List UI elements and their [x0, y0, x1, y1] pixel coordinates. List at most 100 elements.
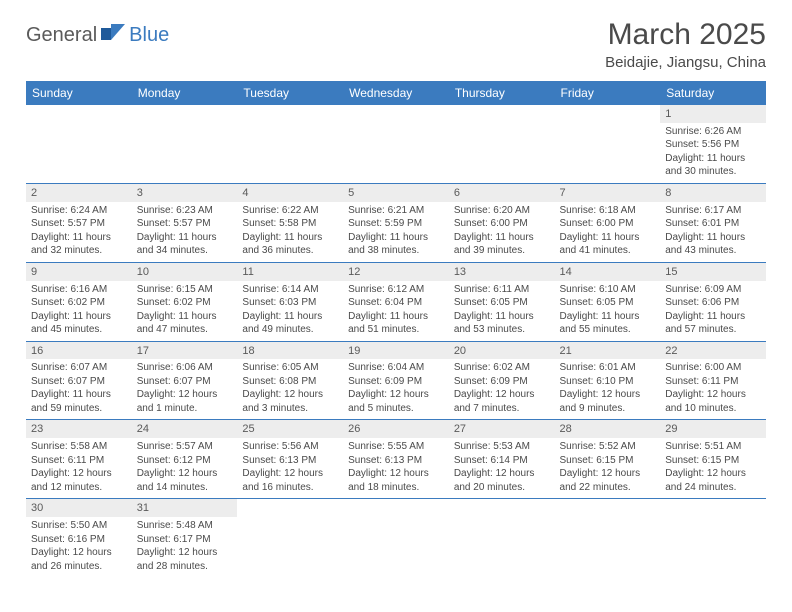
calendar-week-row: 9Sunrise: 6:16 AMSunset: 6:02 PMDaylight…	[26, 262, 766, 341]
daylight-line: Daylight: 11 hours and 39 minutes.	[454, 231, 550, 258]
day-number: 2	[26, 184, 132, 202]
calendar-day-cell: 15 Sunrise: 6:09 AMSunset: 6:06 PMDayligh…	[660, 262, 766, 341]
day-number: 1	[660, 105, 766, 123]
calendar-day-cell: 11Sunrise: 6:14 AMSunset: 6:03 PMDayligh…	[237, 262, 343, 341]
calendar-day-cell: 18Sunrise: 6:05 AMSunset: 6:08 PMDayligh…	[237, 341, 343, 420]
sunrise-line: Sunrise: 6:04 AM	[348, 361, 444, 375]
calendar-day-cell: 5Sunrise: 6:21 AMSunset: 5:59 PMDaylight…	[343, 183, 449, 262]
sunrise-line: Sunrise: 6:05 AM	[242, 361, 338, 375]
day-number: 15	[660, 263, 766, 281]
sunrise-line: Sunrise: 5:52 AM	[560, 440, 656, 454]
sunset-line: Sunset: 6:06 PM	[665, 296, 761, 310]
logo-flag-icon	[101, 24, 127, 47]
calendar-day-cell: 23Sunrise: 5:58 AMSunset: 6:11 PMDayligh…	[26, 420, 132, 499]
sunset-line: Sunset: 6:17 PM	[137, 533, 233, 547]
sunrise-line: Sunrise: 6:09 AM	[665, 283, 761, 297]
logo: General Blue	[26, 18, 169, 47]
sunset-line: Sunset: 6:08 PM	[242, 375, 338, 389]
calendar-day-cell: 21Sunrise: 6:01 AMSunset: 6:10 PMDayligh…	[555, 341, 661, 420]
sunset-line: Sunset: 6:04 PM	[348, 296, 444, 310]
daylight-line: Daylight: 12 hours and 22 minutes.	[560, 467, 656, 494]
weekday-header: Sunday	[26, 81, 132, 105]
day-number: 25	[237, 420, 343, 438]
calendar-empty-cell	[343, 499, 449, 577]
daylight-line: Daylight: 12 hours and 24 minutes.	[665, 467, 761, 494]
sunset-line: Sunset: 6:02 PM	[137, 296, 233, 310]
day-number: 22	[660, 342, 766, 360]
calendar-empty-cell	[343, 105, 449, 183]
day-number: 20	[449, 342, 555, 360]
calendar-day-cell: 2Sunrise: 6:24 AMSunset: 5:57 PMDaylight…	[26, 183, 132, 262]
calendar-day-cell: 12Sunrise: 6:12 AMSunset: 6:04 PMDayligh…	[343, 262, 449, 341]
day-number: 12	[343, 263, 449, 281]
calendar-day-cell: 7Sunrise: 6:18 AMSunset: 6:00 PMDaylight…	[555, 183, 661, 262]
sunset-line: Sunset: 6:00 PM	[560, 217, 656, 231]
sunset-line: Sunset: 6:11 PM	[665, 375, 761, 389]
sunset-line: Sunset: 5:59 PM	[348, 217, 444, 231]
calendar-day-cell: 27Sunrise: 5:53 AMSunset: 6:14 PMDayligh…	[449, 420, 555, 499]
calendar-day-cell: 14Sunrise: 6:10 AMSunset: 6:05 PMDayligh…	[555, 262, 661, 341]
calendar-empty-cell	[555, 499, 661, 577]
sunrise-line: Sunrise: 5:57 AM	[137, 440, 233, 454]
sunset-line: Sunset: 6:15 PM	[665, 454, 761, 468]
day-number: 24	[132, 420, 238, 438]
sunrise-line: Sunrise: 6:02 AM	[454, 361, 550, 375]
day-number: 16	[26, 342, 132, 360]
calendar-day-cell: 30Sunrise: 5:50 AMSunset: 6:16 PMDayligh…	[26, 499, 132, 577]
calendar-day-cell: 4Sunrise: 6:22 AMSunset: 5:58 PMDaylight…	[237, 183, 343, 262]
calendar-table: SundayMondayTuesdayWednesdayThursdayFrid…	[26, 81, 766, 577]
daylight-line: Daylight: 12 hours and 9 minutes.	[560, 388, 656, 415]
sunrise-line: Sunrise: 6:15 AM	[137, 283, 233, 297]
day-number: 18	[237, 342, 343, 360]
day-number: 17	[132, 342, 238, 360]
day-number: 4	[237, 184, 343, 202]
calendar-day-cell: 20Sunrise: 6:02 AMSunset: 6:09 PMDayligh…	[449, 341, 555, 420]
logo-text-general: General	[26, 24, 97, 47]
sunset-line: Sunset: 6:10 PM	[560, 375, 656, 389]
calendar-day-cell: 26Sunrise: 5:55 AMSunset: 6:13 PMDayligh…	[343, 420, 449, 499]
daylight-line: Daylight: 11 hours and 34 minutes.	[137, 231, 233, 258]
weekday-header-row: SundayMondayTuesdayWednesdayThursdayFrid…	[26, 81, 766, 105]
calendar-day-cell: 19Sunrise: 6:04 AMSunset: 6:09 PMDayligh…	[343, 341, 449, 420]
calendar-day-cell: 28Sunrise: 5:52 AMSunset: 6:15 PMDayligh…	[555, 420, 661, 499]
daylight-line: Daylight: 12 hours and 14 minutes.	[137, 467, 233, 494]
sunrise-line: Sunrise: 6:18 AM	[560, 204, 656, 218]
sunset-line: Sunset: 6:11 PM	[31, 454, 127, 468]
sunset-line: Sunset: 5:57 PM	[137, 217, 233, 231]
sunset-line: Sunset: 6:13 PM	[348, 454, 444, 468]
weekday-header: Thursday	[449, 81, 555, 105]
day-number: 14	[555, 263, 661, 281]
day-number: 8	[660, 184, 766, 202]
sunset-line: Sunset: 6:16 PM	[31, 533, 127, 547]
day-number: 3	[132, 184, 238, 202]
daylight-line: Daylight: 12 hours and 5 minutes.	[348, 388, 444, 415]
day-number: 21	[555, 342, 661, 360]
sunrise-line: Sunrise: 6:07 AM	[31, 361, 127, 375]
day-number: 9	[26, 263, 132, 281]
calendar-day-cell: 8Sunrise: 6:17 AMSunset: 6:01 PMDaylight…	[660, 183, 766, 262]
weekday-header: Monday	[132, 81, 238, 105]
sunset-line: Sunset: 6:07 PM	[31, 375, 127, 389]
calendar-week-row: 1Sunrise: 6:26 AMSunset: 5:56 PMDaylight…	[26, 105, 766, 183]
sunset-line: Sunset: 6:09 PM	[348, 375, 444, 389]
daylight-line: Daylight: 11 hours and 47 minutes.	[137, 310, 233, 337]
daylight-line: Daylight: 11 hours and 36 minutes.	[242, 231, 338, 258]
calendar-empty-cell	[237, 105, 343, 183]
day-number: 31	[132, 499, 238, 517]
calendar-week-row: 30Sunrise: 5:50 AMSunset: 6:16 PMDayligh…	[26, 499, 766, 577]
daylight-line: Daylight: 11 hours and 57 minutes.	[665, 310, 761, 337]
daylight-line: Daylight: 12 hours and 20 minutes.	[454, 467, 550, 494]
daylight-line: Daylight: 11 hours and 45 minutes.	[31, 310, 127, 337]
sunset-line: Sunset: 6:09 PM	[454, 375, 550, 389]
calendar-day-cell: 25Sunrise: 5:56 AMSunset: 6:13 PMDayligh…	[237, 420, 343, 499]
daylight-line: Daylight: 12 hours and 18 minutes.	[348, 467, 444, 494]
weekday-header: Tuesday	[237, 81, 343, 105]
sunrise-line: Sunrise: 5:53 AM	[454, 440, 550, 454]
sunrise-line: Sunrise: 6:06 AM	[137, 361, 233, 375]
sunrise-line: Sunrise: 6:21 AM	[348, 204, 444, 218]
calendar-week-row: 16Sunrise: 6:07 AMSunset: 6:07 PM Dayligh…	[26, 341, 766, 420]
weekday-header: Saturday	[660, 81, 766, 105]
calendar-week-row: 23Sunrise: 5:58 AMSunset: 6:11 PMDayligh…	[26, 420, 766, 499]
day-number: 7	[555, 184, 661, 202]
calendar-day-cell: 31Sunrise: 5:48 AMSunset: 6:17 PMDayligh…	[132, 499, 238, 577]
